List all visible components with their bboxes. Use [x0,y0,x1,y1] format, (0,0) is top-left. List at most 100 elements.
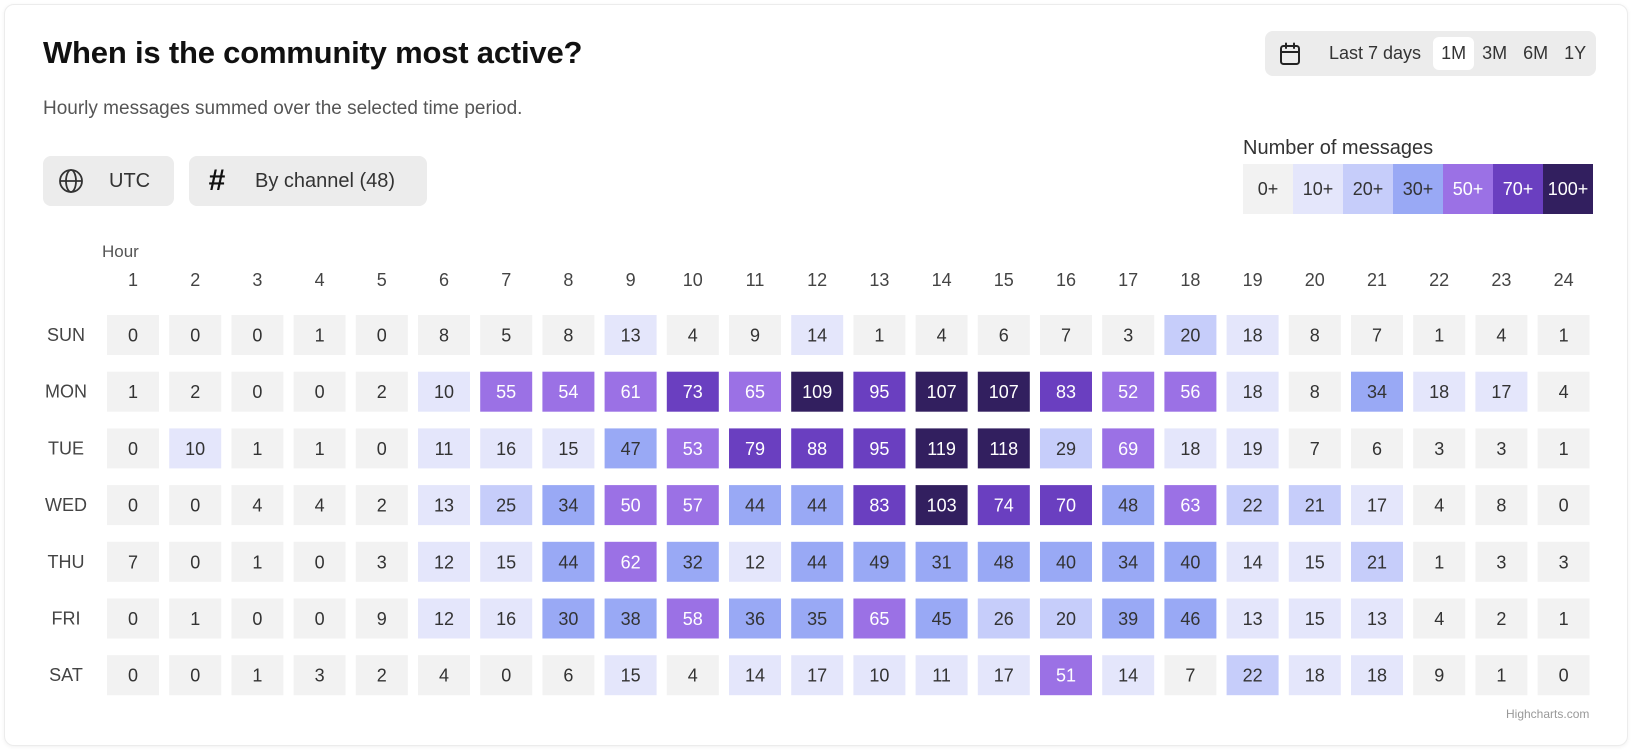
heatmap-cell[interactable] [915,485,968,526]
heatmap-cell[interactable] [1226,428,1279,469]
heatmap-cell[interactable] [666,428,719,469]
heatmap-cell[interactable] [1537,485,1590,526]
heatmap-cell[interactable] [853,655,906,696]
heatmap-cell[interactable] [293,541,346,582]
range-option-1y[interactable]: 1Y [1564,43,1587,63]
heatmap-cell[interactable] [480,598,533,639]
heatmap-cell[interactable] [977,541,1030,582]
heatmap-cell[interactable] [1164,371,1217,412]
heatmap-cell[interactable] [1537,655,1590,696]
legend-swatch[interactable]: 0+ [1243,164,1293,214]
heatmap-cell[interactable] [977,315,1030,355]
heatmap-cell[interactable] [1164,541,1217,582]
heatmap-cell[interactable] [418,655,470,696]
range-option-6m[interactable]: 6M [1523,43,1549,63]
heatmap-cell[interactable] [729,428,781,469]
heatmap-cell[interactable] [915,541,968,582]
heatmap-cell[interactable] [1102,315,1155,355]
heatmap-cell[interactable] [107,371,159,412]
heatmap-cell[interactable] [107,315,159,355]
heatmap-cell[interactable] [107,485,159,526]
heatmap-cell[interactable] [418,315,470,355]
heatmap-cell[interactable] [666,485,719,526]
heatmap-cell[interactable] [1226,655,1279,696]
heatmap-cell[interactable] [791,315,844,355]
heatmap-cell[interactable] [977,371,1030,412]
heatmap-cell[interactable] [1351,598,1403,639]
heatmap-cell[interactable] [791,541,844,582]
heatmap-cell[interactable] [293,655,346,696]
heatmap-cell[interactable] [977,655,1030,696]
heatmap-cell[interactable] [915,371,968,412]
legend-swatch[interactable]: 100+ [1543,164,1593,214]
heatmap-cell[interactable] [418,371,470,412]
heatmap-cell[interactable] [1351,371,1403,412]
heatmap-cell[interactable] [853,315,906,355]
heatmap-cell[interactable] [1102,655,1155,696]
heatmap-cell[interactable] [1164,428,1217,469]
heatmap-cell[interactable] [169,655,222,696]
heatmap-cell[interactable] [355,315,408,355]
heatmap-cell[interactable] [542,315,595,355]
heatmap-cell[interactable] [542,428,595,469]
legend-swatch[interactable]: 50+ [1443,164,1493,214]
heatmap-cell[interactable] [1475,598,1528,639]
heatmap-cell[interactable] [355,655,408,696]
heatmap-cell[interactable] [1351,315,1403,355]
heatmap-cell[interactable] [1413,315,1466,355]
heatmap-cell[interactable] [604,485,657,526]
heatmap-cell[interactable] [853,598,906,639]
heatmap-cell[interactable] [791,371,844,412]
heatmap-cell[interactable] [1537,541,1590,582]
heatmap-cell[interactable] [1413,371,1466,412]
heatmap-cell[interactable] [1102,371,1155,412]
heatmap-cell[interactable] [169,371,222,412]
heatmap-cell[interactable] [293,485,346,526]
heatmap-cell[interactable] [1040,598,1092,639]
heatmap-cell[interactable] [542,371,595,412]
heatmap-cell[interactable] [1413,541,1466,582]
heatmap-cell[interactable] [791,485,844,526]
heatmap-cell[interactable] [231,428,284,469]
range-option-1m[interactable]: 1M [1433,37,1475,70]
heatmap-cell[interactable] [1413,428,1466,469]
heatmap-cell[interactable] [729,541,781,582]
heatmap-cell[interactable] [666,371,719,412]
heatmap-cell[interactable] [1351,655,1403,696]
heatmap-cell[interactable] [666,655,719,696]
heatmap-cell[interactable] [169,485,222,526]
heatmap-cell[interactable] [604,541,657,582]
heatmap-cell[interactable] [604,315,657,355]
heatmap-cell[interactable] [1475,428,1528,469]
heatmap-cell[interactable] [355,485,408,526]
heatmap-cell[interactable] [107,428,159,469]
heatmap-cell[interactable] [729,598,781,639]
heatmap-cell[interactable] [1413,655,1466,696]
heatmap-cell[interactable] [604,655,657,696]
heatmap-cell[interactable] [1102,428,1155,469]
heatmap-cell[interactable] [1226,541,1279,582]
heatmap-cell[interactable] [1226,371,1279,412]
heatmap-cell[interactable] [542,655,595,696]
heatmap-cell[interactable] [1537,371,1590,412]
heatmap-cell[interactable] [169,541,222,582]
heatmap-cell[interactable] [915,655,968,696]
heatmap-cell[interactable] [977,598,1030,639]
heatmap-cell[interactable] [1164,598,1217,639]
chart-credit[interactable]: Highcharts.com [1506,707,1590,721]
heatmap-cell[interactable] [1351,541,1403,582]
heatmap-cell[interactable] [1226,315,1279,355]
heatmap-cell[interactable] [604,371,657,412]
heatmap-cell[interactable] [355,428,408,469]
heatmap-cell[interactable] [107,655,159,696]
heatmap-cell[interactable] [1475,371,1528,412]
heatmap-cell[interactable] [480,428,533,469]
heatmap-cell[interactable] [107,541,159,582]
heatmap-cell[interactable] [791,655,844,696]
heatmap-cell[interactable] [418,428,470,469]
heatmap-cell[interactable] [1226,485,1279,526]
range-option-3m[interactable]: 3M [1482,43,1508,63]
heatmap-cell[interactable] [293,371,346,412]
heatmap-cell[interactable] [542,598,595,639]
heatmap-cell[interactable] [604,428,657,469]
